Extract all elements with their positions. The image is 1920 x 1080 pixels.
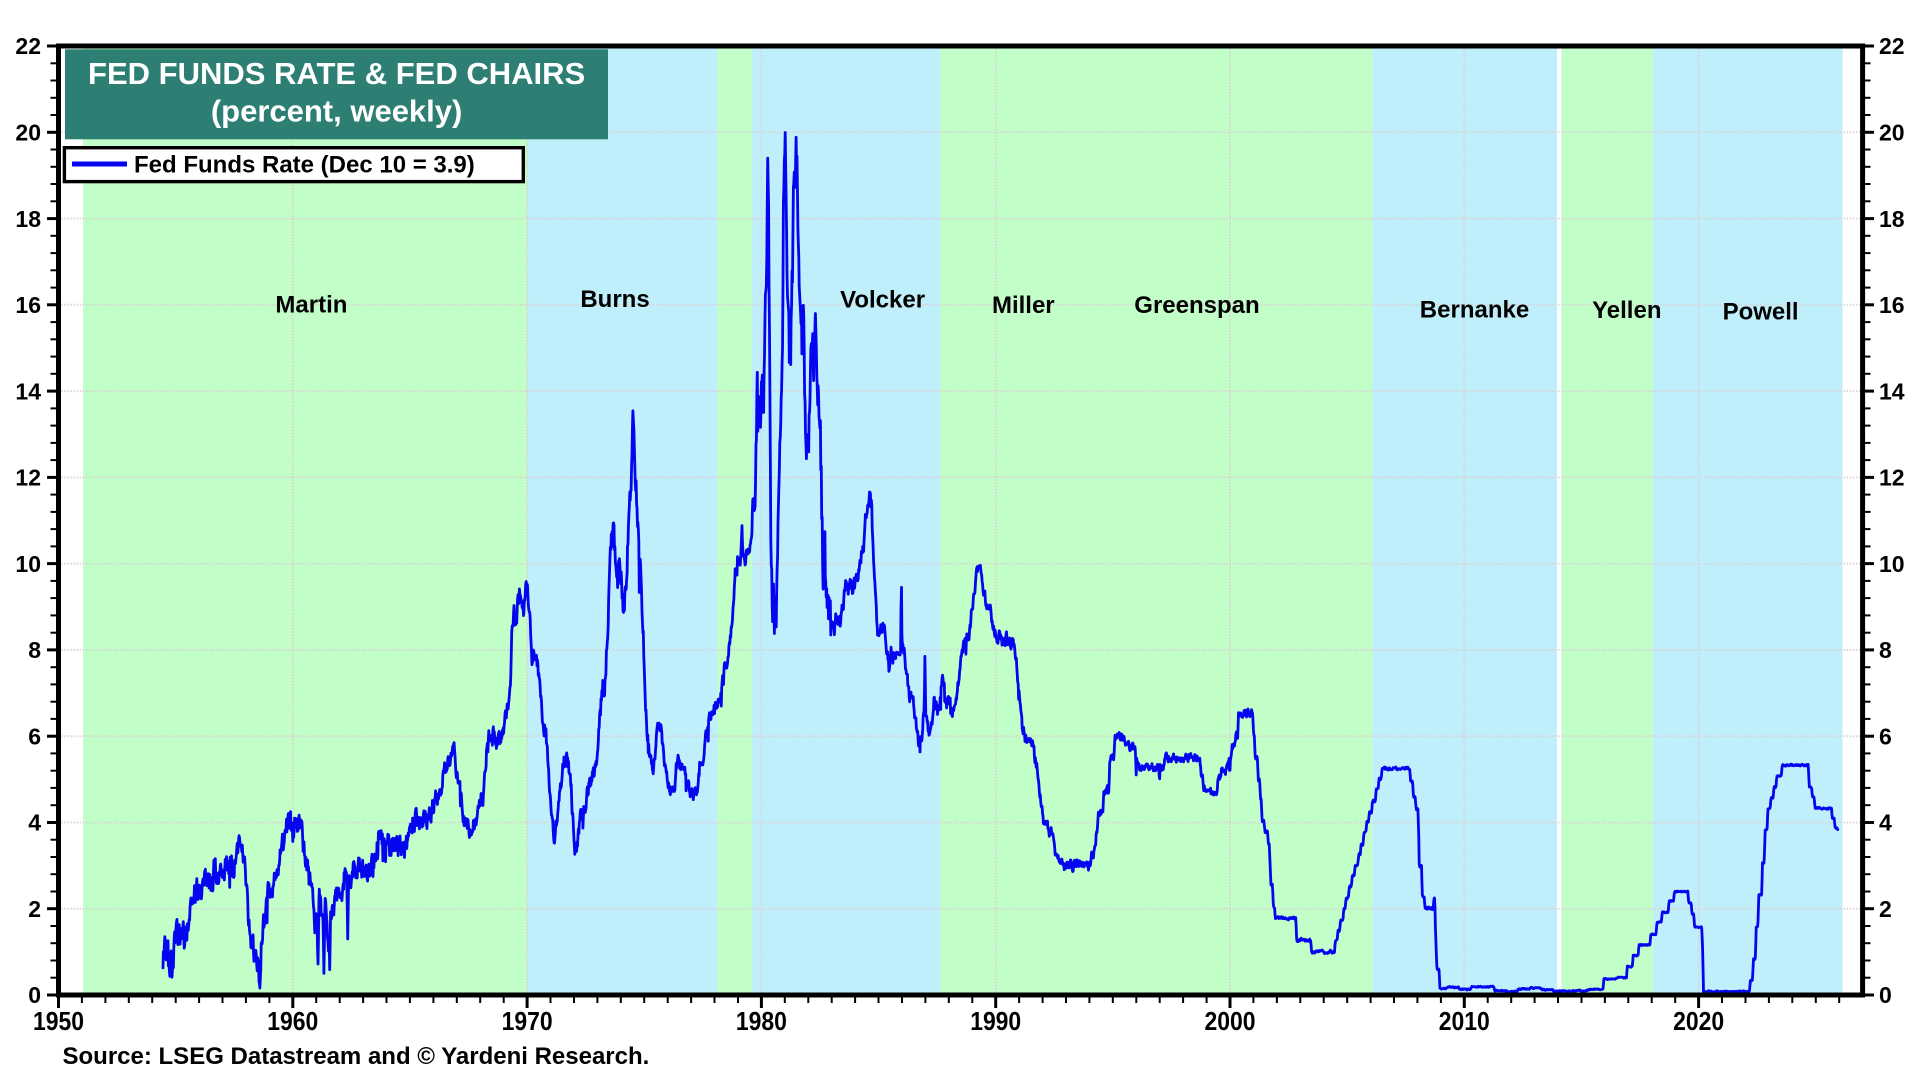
svg-text:1970: 1970 [502, 1006, 553, 1036]
svg-text:16: 16 [1879, 292, 1905, 318]
svg-text:Burns: Burns [580, 286, 649, 313]
svg-text:20: 20 [15, 120, 41, 146]
svg-text:0: 0 [1879, 982, 1892, 1008]
svg-text:18: 18 [15, 206, 41, 232]
svg-text:14: 14 [1879, 378, 1905, 404]
svg-text:Fed Funds Rate (Dec 10 = 3.9): Fed Funds Rate (Dec 10 = 3.9) [134, 152, 475, 179]
svg-text:Miller: Miller [992, 292, 1055, 319]
svg-text:1960: 1960 [267, 1006, 318, 1036]
svg-text:2020: 2020 [1673, 1006, 1724, 1036]
svg-text:1980: 1980 [736, 1006, 787, 1036]
svg-text:2010: 2010 [1439, 1006, 1490, 1036]
svg-text:8: 8 [1879, 637, 1892, 663]
svg-text:Yellen: Yellen [1592, 297, 1661, 324]
svg-text:10: 10 [15, 551, 41, 577]
svg-text:22: 22 [15, 33, 41, 59]
svg-text:14: 14 [15, 378, 41, 404]
svg-text:2: 2 [1879, 896, 1892, 922]
svg-text:Bernanke: Bernanke [1420, 297, 1529, 324]
svg-text:Volcker: Volcker [840, 286, 925, 313]
svg-text:Martin: Martin [275, 292, 347, 319]
svg-text:1990: 1990 [970, 1006, 1021, 1036]
svg-text:4: 4 [1879, 810, 1892, 836]
svg-text:6: 6 [28, 723, 41, 749]
svg-text:0: 0 [28, 982, 41, 1008]
svg-text:(percent, weekly): (percent, weekly) [211, 94, 463, 129]
svg-text:1950: 1950 [33, 1006, 84, 1036]
svg-text:18: 18 [1879, 206, 1905, 232]
svg-text:Greenspan: Greenspan [1134, 292, 1259, 319]
svg-text:10: 10 [1879, 551, 1905, 577]
svg-text:Powell: Powell [1723, 299, 1799, 326]
svg-text:6: 6 [1879, 723, 1892, 749]
svg-text:8: 8 [28, 637, 41, 663]
svg-text:2000: 2000 [1205, 1006, 1256, 1036]
svg-text:4: 4 [28, 810, 41, 836]
svg-text:22: 22 [1879, 33, 1905, 59]
svg-text:Source: LSEG Datastream and ©: Source: LSEG Datastream and © Yardeni Re… [63, 1043, 650, 1070]
svg-text:2: 2 [28, 896, 41, 922]
svg-text:20: 20 [1879, 120, 1905, 146]
svg-text:12: 12 [15, 465, 41, 491]
svg-text:16: 16 [15, 292, 41, 318]
svg-text:FED FUNDS RATE & FED CHAIRS: FED FUNDS RATE & FED CHAIRS [88, 56, 585, 91]
svg-text:12: 12 [1879, 465, 1905, 491]
